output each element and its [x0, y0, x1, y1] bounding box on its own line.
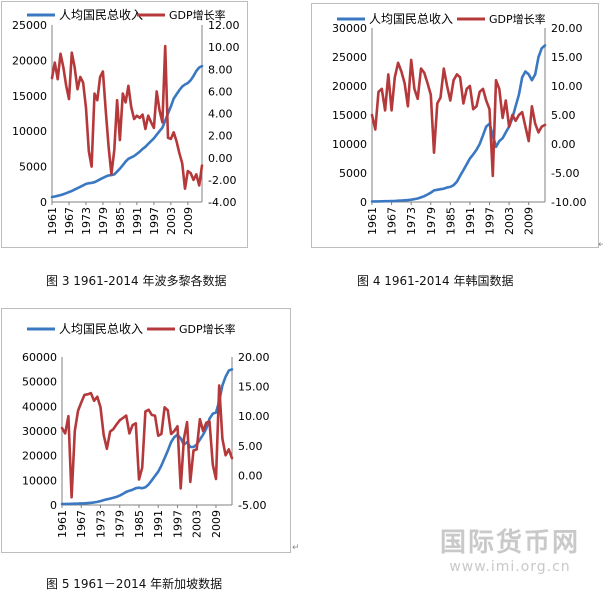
x-tick-label: 1997 [148, 207, 161, 235]
x-tick-label: 1991 [152, 510, 165, 538]
y-left-tick-label: 0 [50, 499, 57, 512]
y-right-tick-label: 0.00 [208, 152, 233, 165]
y-left-tick-label: 30000 [22, 425, 57, 438]
x-tick-label: 2009 [523, 207, 536, 235]
y-left-tick-label: 20000 [12, 54, 47, 67]
chart-puerto-rico: 人均国民总收入 GDP增长率 0 5000 10000 15000 20000 25000 -4… [12, 8, 240, 235]
y-left-tick-label: 25000 [12, 19, 47, 32]
y-right-tick-label: 10.00 [551, 80, 583, 93]
y-left-tick-label: 15000 [12, 90, 47, 103]
y-right-tick-label: 5.00 [551, 109, 576, 122]
figure-caption-5: 图 5 1961－2014 年新加坡数据 [46, 577, 223, 591]
series-line-gdp [50, 44, 204, 190]
y-right-tick-label: 12.00 [208, 19, 240, 32]
x-tick-label: 1973 [94, 510, 107, 538]
x-tick-label: 1967 [63, 207, 76, 235]
x-tick-label: 1973 [80, 207, 93, 235]
y-left-tick-label: 0 [360, 196, 367, 209]
y-right-tick-label: -2.00 [208, 174, 236, 187]
y-left-tick-label: 50000 [22, 376, 57, 389]
watermark-title: 国际货币网 [439, 528, 580, 558]
legend-label-gdp: GDP增长率 [179, 322, 236, 336]
x-tick-label: 1997 [484, 207, 497, 235]
y-right-tick-label: -5.00 [551, 167, 579, 180]
y-left-tick-label: 5000 [339, 167, 367, 180]
chart-panel-singapore: 人均国民总收入 GDP增长率 0 10000 20000 30000 40000 50000 6… [1, 308, 291, 553]
series-line-gni [60, 367, 234, 506]
y-left-tick-label: 15000 [332, 109, 367, 122]
y-left-tick-label: 40000 [22, 400, 57, 413]
y-right-tick-label: 0.00 [238, 469, 263, 482]
figure-caption-4: 图 4 1961-2014 年韩国数据 [357, 274, 514, 288]
y-right-tick-label: 5.00 [238, 440, 263, 453]
y-left-tick-label: 25000 [332, 51, 367, 64]
watermark-url: www.imi.org.cn [449, 559, 571, 575]
x-tick-label: 1979 [97, 207, 110, 235]
legend-label-gdp: GDP增长率 [169, 8, 226, 22]
x-tick-label: 2003 [503, 207, 516, 235]
y-left-tick-label: 10000 [22, 474, 57, 487]
x-tick-label: 1967 [386, 207, 399, 235]
x-tick-label: 1991 [131, 207, 144, 235]
x-tick-label: 2009 [210, 510, 223, 538]
y-left-tick-label: 60000 [22, 351, 57, 364]
chart-panel-puerto-rico: 人均国民总收入 GDP增长率 0 5000 10000 15000 20000 25000 -4… [1, 1, 248, 248]
legend-label-gni: 人均国民总收入 [369, 12, 453, 26]
y-right-tick-label: -5.00 [238, 499, 266, 512]
x-tick-label: 2003 [165, 207, 178, 235]
x-tick-label: 1961 [56, 510, 69, 538]
x-tick-label: 1961 [366, 207, 379, 235]
y-right-tick-label: 2.00 [208, 130, 233, 143]
legend-label-gni: 人均国民总收入 [59, 8, 143, 22]
chart-korea: 人均国民总收入 GDP增长率 0 5000 10000 15000 20000 25000 30… [332, 12, 586, 235]
y-right-tick-label: 20.00 [238, 351, 270, 364]
y-right-tick-label: 15.00 [551, 51, 583, 64]
y-left-tick-label: 0 [40, 196, 47, 209]
legend-label-gni: 人均国民总收入 [59, 322, 143, 336]
x-tick-label: 1985 [133, 510, 146, 538]
paragraph-mark: ↵ [598, 240, 603, 250]
x-tick-label: 2009 [182, 207, 195, 235]
x-tick-label: 2003 [191, 510, 204, 538]
series-line-gni [370, 44, 547, 203]
x-tick-label: 1979 [425, 207, 438, 235]
y-right-tick-label: -10.00 [551, 196, 586, 209]
y-left-tick-label: 30000 [332, 22, 367, 35]
y-left-tick-label: 20000 [22, 450, 57, 463]
x-tick-label: 1967 [75, 510, 88, 538]
x-tick-label: 1979 [114, 510, 127, 538]
y-right-tick-label: 4.00 [208, 108, 233, 121]
paragraph-mark: ↵ [292, 543, 300, 553]
y-right-tick-label: 6.00 [208, 85, 233, 98]
y-right-tick-label: 15.00 [238, 381, 270, 394]
y-right-tick-label: 8.00 [208, 63, 233, 76]
y-right-tick-label: -4.00 [208, 196, 236, 209]
y-right-tick-label: 20.00 [551, 22, 583, 35]
y-left-tick-label: 20000 [332, 80, 367, 93]
y-left-tick-label: 10000 [332, 138, 367, 151]
legend-label-gdp: GDP增长率 [489, 12, 546, 26]
x-tick-label: 1997 [171, 510, 184, 538]
watermark: 国际货币网 www.imi.org.cn [420, 528, 600, 576]
y-left-tick-label: 5000 [19, 161, 47, 174]
series-line-gni [50, 64, 204, 199]
y-left-tick-label: 10000 [12, 125, 47, 138]
series-line-gdp [370, 58, 547, 178]
series-line-gdp [60, 384, 234, 499]
y-right-tick-label: 0.00 [551, 138, 576, 151]
y-right-tick-label: 10.00 [208, 41, 240, 54]
chart-singapore: 人均国民总收入 GDP增长率 0 10000 20000 30000 40000 50000 6… [22, 322, 270, 538]
x-tick-label: 1991 [464, 207, 477, 235]
x-tick-label: 1973 [405, 207, 418, 235]
y-right-tick-label: 10.00 [238, 410, 270, 423]
x-tick-label: 1985 [114, 207, 127, 235]
figure-caption-3: 图 3 1961-2014 年波多黎各数据 [46, 274, 227, 288]
x-tick-label: 1985 [444, 207, 457, 235]
x-tick-label: 1961 [46, 207, 59, 235]
chart-panel-korea: 人均国民总收入 GDP增长率 0 5000 10000 15000 20000 25000 30… [311, 3, 599, 248]
